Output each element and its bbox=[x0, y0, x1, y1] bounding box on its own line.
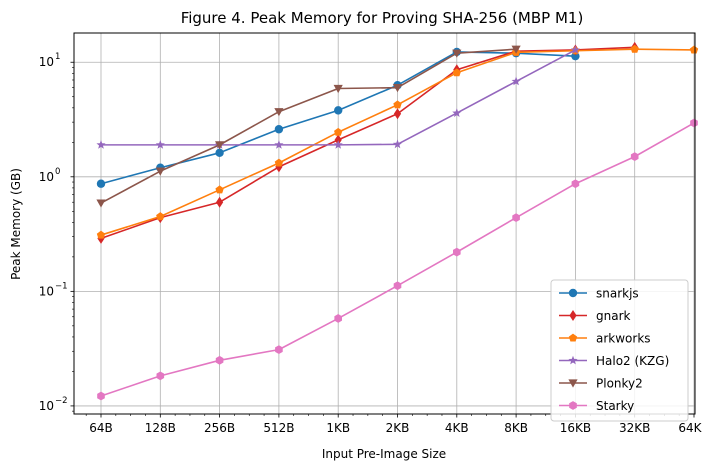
data-point bbox=[96, 230, 106, 239]
y-tick-label-exponent: 1 bbox=[55, 52, 60, 62]
data-point bbox=[215, 141, 225, 150]
x-tick-label: 512B bbox=[263, 421, 294, 435]
x-tick-label: 32KB bbox=[619, 421, 650, 435]
data-point bbox=[392, 139, 403, 149]
series-plonky2 bbox=[96, 45, 521, 208]
x-tick-label: 2KB bbox=[386, 421, 410, 435]
legend-marker bbox=[568, 333, 578, 342]
data-point bbox=[155, 167, 165, 176]
y-tick-label-exponent: 0 bbox=[55, 167, 60, 177]
data-point bbox=[155, 140, 165, 149]
data-point bbox=[393, 100, 402, 109]
y-tick-label: 10 bbox=[39, 170, 54, 184]
data-point bbox=[452, 108, 462, 117]
series-layer bbox=[96, 41, 699, 401]
data-point bbox=[215, 148, 224, 157]
data-point bbox=[511, 45, 521, 54]
series-starky bbox=[97, 118, 698, 401]
legend-entry: Plonky2 bbox=[559, 377, 643, 391]
data-point bbox=[334, 127, 343, 136]
x-tick-label: 256B bbox=[204, 421, 235, 435]
legend-entry: arkworks bbox=[559, 332, 651, 346]
data-point bbox=[96, 140, 106, 149]
legend-marker bbox=[569, 401, 577, 410]
data-point bbox=[392, 84, 403, 93]
x-axis: 64B 128B 256B 512B 1KB 2KB 4KB 8KB 16KB 32KB 64KB bbox=[89, 414, 702, 435]
x-axis-label: Input Pre-Image Size bbox=[322, 447, 446, 461]
legend-marker bbox=[569, 310, 577, 321]
x-tick-label: 64B bbox=[89, 421, 113, 435]
data-point bbox=[334, 134, 342, 146]
x-tick-label: 4KB bbox=[445, 421, 469, 435]
data-point bbox=[274, 140, 284, 149]
plot-frame bbox=[73, 32, 696, 415]
data-point bbox=[274, 158, 284, 167]
legend-label: arkworks bbox=[596, 332, 651, 346]
y-tick-label: 10 bbox=[39, 284, 54, 298]
data-point bbox=[215, 355, 224, 365]
legend-marker bbox=[568, 288, 578, 298]
data-point bbox=[96, 179, 106, 188]
legend-entry: gnark bbox=[559, 309, 631, 323]
legend: snarkjs gnark arkworks Halo2 (KZG) Plonky2 St… bbox=[550, 279, 689, 422]
x-tick-label: 8KB bbox=[504, 421, 528, 435]
y-tick-label: 10 bbox=[39, 399, 54, 413]
y-tick-label-exponent: −2 bbox=[55, 396, 68, 406]
x-tick-label: 16KB bbox=[560, 421, 591, 435]
data-point bbox=[275, 345, 283, 355]
data-point bbox=[570, 45, 580, 54]
series-arkworks bbox=[96, 44, 699, 239]
legend-label: gnark bbox=[596, 309, 631, 323]
data-point bbox=[156, 371, 165, 381]
legend-label: Starky bbox=[596, 399, 634, 413]
data-point bbox=[333, 140, 343, 149]
data-point bbox=[334, 314, 343, 323]
data-point bbox=[452, 49, 462, 58]
data-point bbox=[689, 45, 699, 54]
data-point bbox=[274, 125, 284, 134]
legend-marker bbox=[568, 379, 578, 388]
x-tick-label: 1KB bbox=[326, 421, 350, 435]
data-point bbox=[334, 106, 343, 115]
data-point bbox=[452, 68, 461, 77]
legend-label: Halo2 (KZG) bbox=[596, 354, 669, 368]
series-line bbox=[100, 46, 635, 240]
data-point bbox=[630, 152, 639, 162]
legend-marker bbox=[568, 355, 578, 365]
data-point bbox=[96, 199, 106, 208]
legend-entry: snarkjs bbox=[559, 287, 639, 301]
legend-label: Plonky2 bbox=[596, 377, 643, 391]
legend-entry: Starky bbox=[559, 399, 634, 413]
y-axis-label: Peak Memory (GB) bbox=[9, 168, 23, 280]
legend-entry: Halo2 (KZG) bbox=[559, 354, 669, 368]
y-tick-label-exponent: −1 bbox=[55, 281, 68, 291]
x-tick-label: 64KB bbox=[678, 421, 702, 435]
data-point bbox=[97, 391, 105, 401]
data-point bbox=[393, 108, 402, 120]
data-point bbox=[393, 281, 402, 291]
data-point bbox=[571, 179, 580, 189]
data-point bbox=[216, 196, 224, 208]
data-point bbox=[275, 161, 283, 173]
data-point bbox=[512, 213, 520, 223]
series-line bbox=[100, 48, 517, 204]
data-point bbox=[511, 76, 521, 86]
legend-label: snarkjs bbox=[596, 287, 639, 301]
data-point bbox=[690, 118, 698, 128]
data-point bbox=[215, 185, 224, 194]
series-halo2-kzg bbox=[96, 45, 580, 149]
data-point bbox=[452, 247, 461, 257]
data-point bbox=[630, 44, 639, 53]
x-tick-label: 128B bbox=[145, 421, 176, 435]
chart-title: Figure 4. Peak Memory for Proving SHA-25… bbox=[181, 9, 584, 27]
data-point bbox=[156, 212, 165, 221]
data-point bbox=[333, 84, 343, 94]
y-tick-label: 10 bbox=[39, 55, 54, 69]
data-point bbox=[274, 108, 284, 117]
